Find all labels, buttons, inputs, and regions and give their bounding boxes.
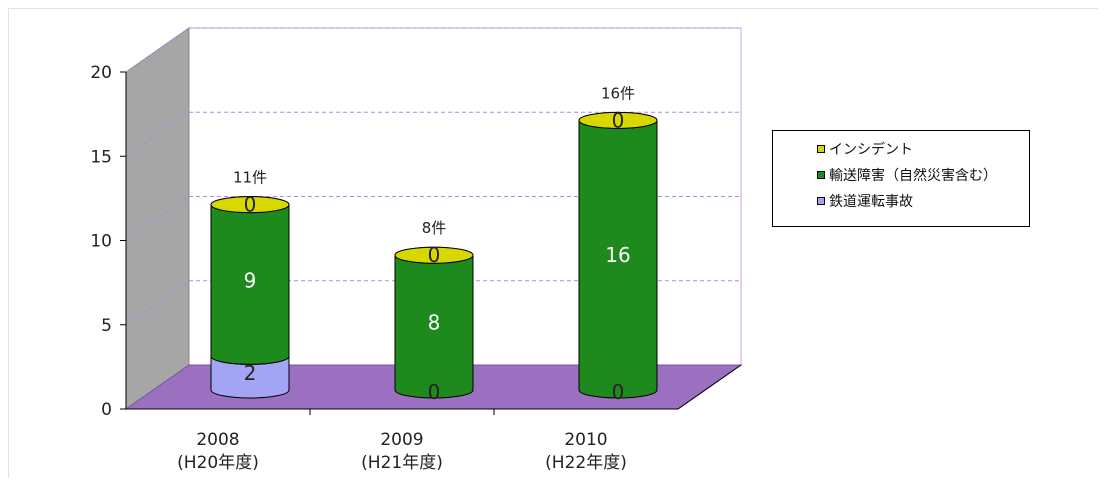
legend-item-accident: 鉄道運転事故 (773, 188, 1029, 214)
data-label-1-1: 8 (428, 311, 441, 335)
y-tick-label: 0 (101, 400, 112, 420)
data-label-0-0: 2 (244, 361, 257, 385)
bar-cap-0 (210, 196, 290, 214)
gridline-side (125, 196, 190, 241)
gridline-side (125, 111, 190, 157)
legend-swatch-accident (817, 197, 825, 205)
bar-cap-2 (578, 111, 658, 129)
total-label-2: 16件 (601, 84, 635, 102)
x-sublabel-2: (H22年度) (545, 453, 627, 473)
x-label-2: 2010 (564, 430, 607, 450)
data-label-1-0: 9 (244, 268, 257, 292)
data-label-0-1: 0 (428, 380, 441, 404)
data-label-0-2: 0 (612, 380, 625, 404)
bar-cap-1 (394, 246, 474, 264)
data-label-2-2: 0 (612, 108, 625, 132)
floor-edge (677, 364, 742, 410)
legend-item-transport: 輸送障害（自然災害含む） (773, 162, 1029, 188)
y-tick-label: 10 (90, 232, 112, 252)
bar-0-0 (210, 355, 290, 399)
data-label-2-1: 0 (428, 243, 441, 267)
total-label-1: 8件 (422, 219, 447, 237)
legend-swatch-transport (817, 171, 825, 179)
y-tick-label: 5 (101, 316, 112, 336)
legend-item-incident: インシデント (773, 136, 1029, 162)
legend-swatch-incident (817, 145, 825, 153)
x-sublabel-0: (H20年度) (177, 453, 259, 473)
y-tick-label: 20 (90, 63, 112, 83)
x-label-1: 2009 (380, 430, 423, 450)
total-label-0: 11件 (233, 169, 267, 187)
chart-frame (8, 8, 1098, 478)
legend-label-transport: 輸送障害（自然災害含む） (829, 168, 997, 184)
y-tick-label: 15 (90, 147, 112, 167)
legend-label-incident: インシデント (829, 142, 913, 158)
data-label-2-0: 0 (244, 193, 257, 217)
bar-1-1 (394, 254, 474, 399)
legend: インシデント 輸送障害（自然災害含む） 鉄道運転事故 (772, 130, 1030, 227)
x-label-0: 2008 (196, 430, 239, 450)
x-sublabel-1: (H21年度) (361, 453, 443, 473)
legend-label-accident: 鉄道運転事故 (829, 194, 913, 210)
gridline-side (125, 280, 190, 326)
data-label-1-2: 16 (605, 243, 630, 267)
gridline-side (125, 27, 190, 73)
bar-1-0 (210, 204, 290, 365)
bar-1-2 (578, 119, 658, 399)
